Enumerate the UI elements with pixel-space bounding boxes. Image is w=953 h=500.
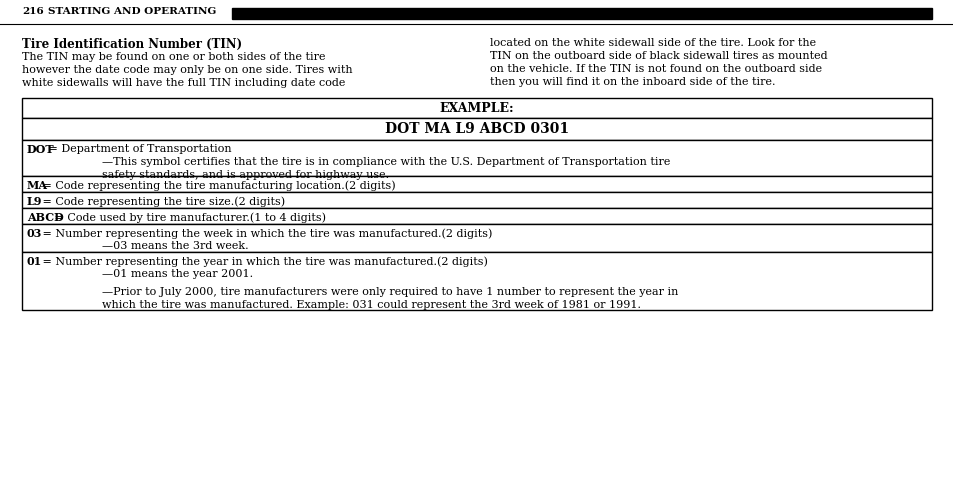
Text: —Prior to July 2000, tire manufacturers were only required to have 1 number to r: —Prior to July 2000, tire manufacturers … xyxy=(102,287,678,297)
Text: which the tire was manufactured. Example: 031 could represent the 3rd week of 19: which the tire was manufactured. Example… xyxy=(102,300,640,310)
Text: —03 means the 3rd week.: —03 means the 3rd week. xyxy=(102,241,249,251)
Text: DOT MA L9 ABCD 0301: DOT MA L9 ABCD 0301 xyxy=(384,122,569,136)
Bar xyxy=(22,192,931,208)
Text: 03: 03 xyxy=(27,228,42,239)
Text: = Code representing the tire manufacturing location.(2 digits): = Code representing the tire manufacturi… xyxy=(39,180,395,190)
Text: = Number representing the week in which the tire was manufactured.(2 digits): = Number representing the week in which … xyxy=(39,228,492,238)
Text: located on the white sidewall side of the tire. Look for the: located on the white sidewall side of th… xyxy=(490,38,815,48)
Text: L9: L9 xyxy=(27,196,43,207)
Text: = Department of Transportation: = Department of Transportation xyxy=(45,144,232,154)
Text: on the vehicle. If the TIN is not found on the outboard side: on the vehicle. If the TIN is not found … xyxy=(490,64,821,74)
Text: safety standards, and is approved for highway use.: safety standards, and is approved for hi… xyxy=(102,170,389,180)
Bar xyxy=(22,176,931,192)
Text: 01: 01 xyxy=(27,256,42,267)
Text: The TIN may be found on one or both sides of the tire: The TIN may be found on one or both side… xyxy=(22,52,325,62)
Bar xyxy=(22,224,931,252)
Text: however the date code may only be on one side. Tires with: however the date code may only be on one… xyxy=(22,65,353,75)
Bar xyxy=(22,208,931,224)
Text: white sidewalls will have the full TIN including date code: white sidewalls will have the full TIN i… xyxy=(22,78,345,88)
Text: = Code used by tire manufacturer.(1 to 4 digits): = Code used by tire manufacturer.(1 to 4… xyxy=(51,212,326,222)
Text: TIN on the outboard side of black sidewall tires as mounted: TIN on the outboard side of black sidewa… xyxy=(490,51,827,61)
Bar xyxy=(22,252,931,310)
Bar xyxy=(22,98,931,118)
Text: MA: MA xyxy=(27,180,48,191)
Text: EXAMPLE:: EXAMPLE: xyxy=(439,102,514,114)
Text: STARTING AND OPERATING: STARTING AND OPERATING xyxy=(48,8,216,16)
Text: DOT: DOT xyxy=(27,144,54,155)
Bar xyxy=(22,140,931,176)
Bar xyxy=(0,0,953,24)
Text: = Number representing the year in which the tire was manufactured.(2 digits): = Number representing the year in which … xyxy=(39,256,487,266)
Text: Tire Identification Number (TIN): Tire Identification Number (TIN) xyxy=(22,38,242,51)
Bar xyxy=(22,118,931,140)
Bar xyxy=(232,8,931,19)
Text: —01 means the year 2001.: —01 means the year 2001. xyxy=(102,269,253,279)
Text: ABCD: ABCD xyxy=(27,212,64,223)
Text: = Code representing the tire size.(2 digits): = Code representing the tire size.(2 dig… xyxy=(39,196,285,206)
Text: then you will find it on the inboard side of the tire.: then you will find it on the inboard sid… xyxy=(490,77,775,87)
Text: 216: 216 xyxy=(22,8,44,16)
Text: —This symbol certifies that the tire is in compliance with the U.S. Department o: —This symbol certifies that the tire is … xyxy=(102,157,670,167)
